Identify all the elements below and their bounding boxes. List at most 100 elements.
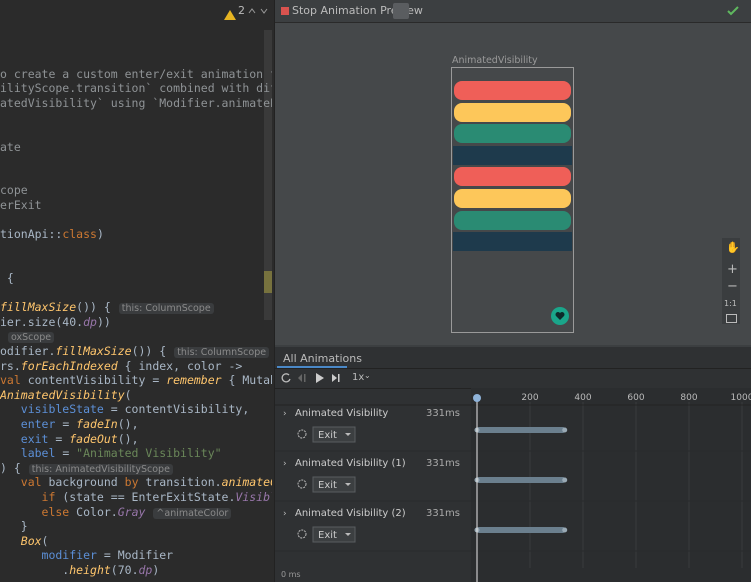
code-token: ) { <box>0 461 21 475</box>
heart-icon <box>551 307 569 325</box>
code-token: rs. <box>0 359 21 373</box>
bar-handle <box>562 528 567 533</box>
speed-caret: ⌄ <box>364 371 371 380</box>
code-token: fillMaxSize <box>55 344 131 358</box>
warning-glyph <box>224 10 236 20</box>
duration-label: 331ms <box>426 508 460 519</box>
zoom-reset[interactable]: 1:1 <box>724 299 737 308</box>
code-token: val <box>0 373 21 387</box>
code-token: { <box>0 271 14 285</box>
code-line: val background by transition.animateColo… <box>0 475 272 490</box>
code-line: oxScope <box>0 329 54 344</box>
fit-button[interactable] <box>726 314 737 323</box>
code-token: Box <box>0 534 42 548</box>
code-token: AnimatedVisibility <box>0 388 125 402</box>
pan-button[interactable]: ✋ <box>726 241 740 254</box>
code-token: ilityScope.transition` combined with dif… <box>0 81 272 95</box>
code-token: contentVisibility = <box>21 373 166 387</box>
preview-canvas: AnimatedVisibility ✋ + − 1:1 <box>275 23 751 345</box>
code-line: o create a custom enter/exit animation f… <box>0 67 272 82</box>
code-line: odifier.fillMaxSize()) { this: ColumnScop… <box>0 344 269 359</box>
device-frame <box>451 67 574 333</box>
component-label: AnimatedVisibility <box>452 55 538 66</box>
code-token: fadeOut <box>69 432 117 446</box>
list-item <box>453 146 572 165</box>
code-editor: 2 o create a custom enter/exit animation… <box>0 0 272 582</box>
animation-bar <box>477 427 565 433</box>
code-token: cope <box>0 183 28 197</box>
divider <box>275 368 751 369</box>
code-token: fillMaxSize <box>0 300 76 314</box>
animation-name: Animated Visibility (1) <box>295 458 406 469</box>
code-token: by <box>125 475 139 489</box>
code-token: dp <box>139 563 153 577</box>
tick-label: 200 <box>521 393 538 403</box>
duration-label: 331ms <box>426 458 460 469</box>
scroll-thumb[interactable] <box>264 271 272 293</box>
code-token: animateColor <box>222 475 272 489</box>
tick-label: 1000 <box>731 393 751 403</box>
code-token: ) <box>152 563 159 577</box>
code-token: enter <box>0 417 55 431</box>
code-line: modifier = Modifier <box>0 548 173 563</box>
code-token: ier.size(40. <box>0 315 83 329</box>
fab[interactable] <box>551 307 569 325</box>
code-line: atedVisibility` using `Modifier.animateE… <box>0 96 272 111</box>
tab-all-animations[interactable]: All Animations <box>283 352 362 365</box>
code-token: dp <box>83 315 97 329</box>
code-line: ier.size(40.dp)) <box>0 315 111 330</box>
code-token: ( <box>125 388 132 402</box>
playhead-knob <box>473 394 481 402</box>
code-line: AnimatedVisibility( <box>0 388 132 403</box>
code-token: = Modifier <box>97 548 173 562</box>
code-token: erExit <box>0 198 42 212</box>
bar-handle <box>562 428 567 433</box>
list-item <box>454 211 571 230</box>
code-token: (), <box>118 417 139 431</box>
code-token: remember <box>166 373 221 387</box>
code-token: forEachIndexed <box>21 359 118 373</box>
zoom-out[interactable]: − <box>727 279 738 294</box>
nav-arrows[interactable] <box>248 6 270 16</box>
inlay-hint: oxScope <box>8 332 54 343</box>
list-item <box>454 167 571 186</box>
code-token: Color. <box>69 505 117 519</box>
inlay-hint: this: ColumnScope <box>119 303 214 314</box>
playback-controls[interactable] <box>280 372 350 384</box>
tick-label: 600 <box>627 393 644 403</box>
stop-icon <box>281 7 289 15</box>
code-token: background <box>42 475 125 489</box>
code-line: if (state == EnterExitState.Visible) col… <box>0 490 272 505</box>
code-token: ate <box>0 140 21 154</box>
inlay-hint: this: ColumnScope <box>174 347 269 358</box>
code-token: else <box>0 505 69 519</box>
zoom-controls: ✋ + − 1:1 <box>722 238 740 324</box>
check-icon <box>727 5 739 17</box>
zoom-in[interactable]: + <box>727 262 738 277</box>
code-token: (state == EnterExitState. <box>55 490 235 504</box>
code-line: tionApi::class) <box>0 227 104 242</box>
inlay-hint: this: AnimatedVisibilityScope <box>29 464 173 475</box>
code-token: exit <box>0 432 48 446</box>
time-footer: 0 ms <box>281 570 301 579</box>
code-token: visibleState <box>0 402 104 416</box>
speed-dropdown[interactable]: 1x <box>352 372 364 383</box>
code-token: "Animated Visibility" <box>76 446 221 460</box>
code-token: ()) { <box>76 300 111 314</box>
code-token: class <box>62 227 97 241</box>
warning-count: 2 <box>238 4 245 17</box>
code-token: label <box>0 446 55 460</box>
animation-name: Animated Visibility <box>295 408 388 419</box>
code-line: fillMaxSize()) { this: ColumnScope <box>0 300 214 315</box>
code-token: (70. <box>111 563 139 577</box>
animation-inspector: All Animations 1x ⌄ 2004006008001000›Ani… <box>275 347 751 582</box>
code-token: atedVisibility` using `Modifier.animateE… <box>0 96 272 110</box>
animation-name: Animated Visibility (2) <box>295 508 406 519</box>
state-label: Exit <box>318 480 337 491</box>
code-line: ate <box>0 140 21 155</box>
list-item <box>454 103 571 122</box>
code-token: ()) { <box>132 344 167 358</box>
warning-icon[interactable] <box>224 5 236 15</box>
pin-button[interactable] <box>393 3 409 19</box>
code-token: odifier. <box>0 344 55 358</box>
